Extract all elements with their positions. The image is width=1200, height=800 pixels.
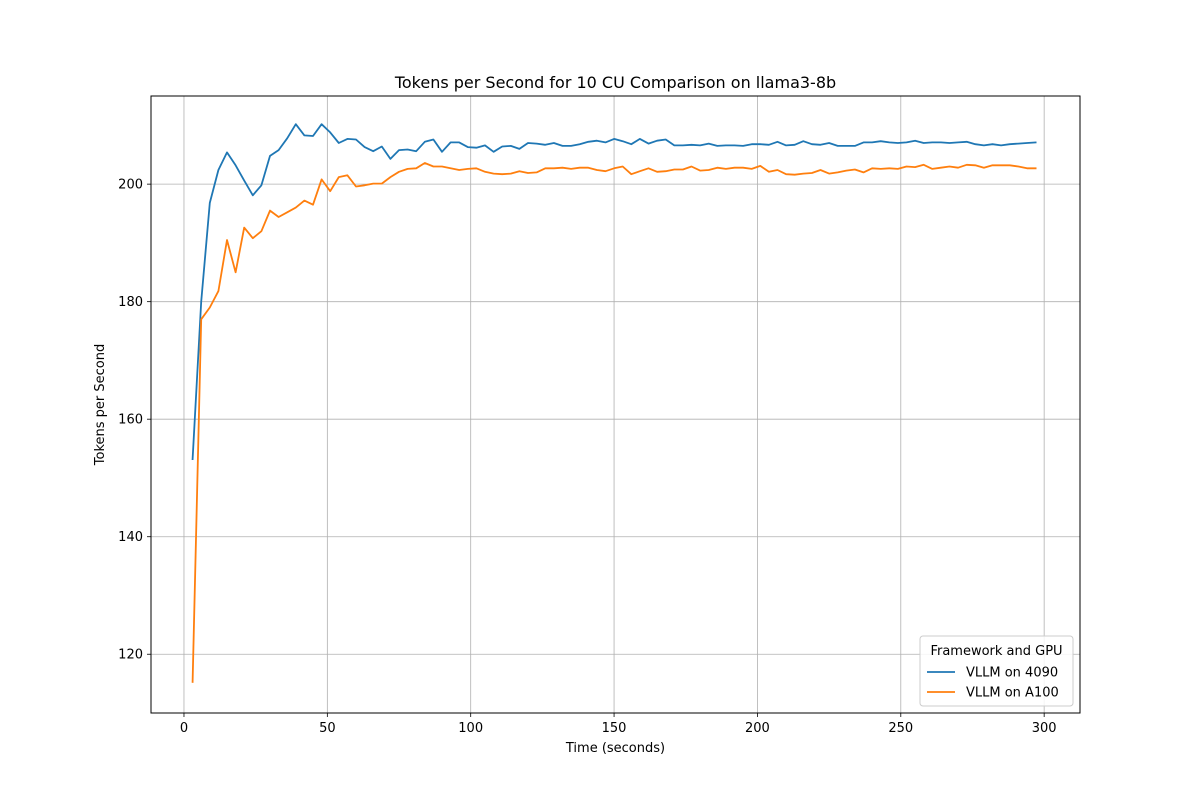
y-tick-label: 140 xyxy=(118,530,143,545)
legend-label: VLLM on 4090 xyxy=(966,666,1058,681)
y-tick-label: 200 xyxy=(118,178,143,193)
y-tick-label: 160 xyxy=(118,413,143,428)
y-axis-title: Tokens per Second xyxy=(93,344,108,466)
chart-title: Tokens per Second for 10 CU Comparison o… xyxy=(394,73,836,92)
legend-label: VLLM on A100 xyxy=(966,686,1059,701)
legend-items: VLLM on 4090 VLLM on A100 xyxy=(927,666,1059,701)
x-tick-label: 250 xyxy=(888,721,913,736)
x-axis-title: Time (seconds) xyxy=(565,741,665,756)
x-tick-label: 100 xyxy=(458,721,483,736)
y-tick-label: 180 xyxy=(118,295,143,310)
x-tick-label: 50 xyxy=(319,721,336,736)
grid xyxy=(151,96,1080,713)
legend-title: Framework and GPU xyxy=(930,644,1062,659)
series-line-vllm-a100 xyxy=(191,162,1037,683)
axis-ticks: 0 50 100 150 200 250 300 120 140 160 180 200 xyxy=(118,178,1056,736)
legend: Framework and GPU VLLM on 4090 VLLM on A1… xyxy=(919,635,1074,707)
x-tick-label: 300 xyxy=(1032,721,1057,736)
x-tick-label: 0 xyxy=(180,721,188,736)
x-tick-label: 200 xyxy=(745,721,770,736)
y-tick-label: 120 xyxy=(118,648,143,663)
series-line-vllm-4090 xyxy=(191,123,1037,461)
legend-box xyxy=(919,635,1074,707)
x-tick-label: 150 xyxy=(602,721,627,736)
series-layer xyxy=(191,123,1037,683)
plot-frame xyxy=(150,95,1081,714)
